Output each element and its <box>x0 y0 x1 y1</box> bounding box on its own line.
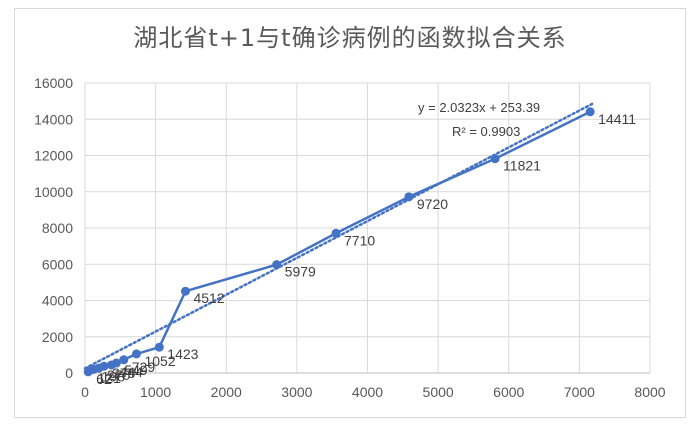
gridlines <box>85 82 651 373</box>
data-point <box>404 192 414 202</box>
data-label: 5979 <box>285 264 316 280</box>
x-tick-label: 2000 <box>211 384 242 400</box>
y-tick-label: 12000 <box>34 148 73 164</box>
data-point <box>331 228 341 238</box>
y-tick-label: 8000 <box>42 220 73 236</box>
data-label: 270 <box>107 367 131 383</box>
y-tick-label: 14000 <box>34 111 73 127</box>
data-point <box>111 358 121 368</box>
data-point <box>99 361 109 371</box>
data-label: 729 <box>132 359 156 375</box>
data-label: 4512 <box>193 290 224 306</box>
data-label: 7710 <box>344 232 375 248</box>
data-point <box>585 107 595 117</box>
x-tick-label: 5000 <box>423 384 454 400</box>
data-label: 11821 <box>503 158 541 174</box>
x-tick-label: 0 <box>81 384 89 400</box>
y-tick-label: 6000 <box>42 256 73 272</box>
data-label: 14411 <box>598 111 636 127</box>
data-point <box>180 286 190 296</box>
data-label: 1052 <box>144 353 175 369</box>
axes <box>84 83 650 374</box>
data-point <box>490 154 500 164</box>
trendline-equation: y = 2.0323x + 253.39 R² = 0.9903 <box>418 100 540 139</box>
data-point <box>272 260 282 270</box>
y-tick-label: 4000 <box>42 293 73 309</box>
x-tick-label: 6000 <box>493 384 524 400</box>
data-label: 198 <box>102 368 126 384</box>
x-tick-label: 8000 <box>634 384 665 400</box>
y-tick-label: 0 <box>65 365 73 381</box>
data-label: 9720 <box>417 196 448 212</box>
series-line <box>87 110 591 373</box>
data-label: 121 <box>97 370 121 386</box>
data-point <box>154 342 164 352</box>
y-tick-label: 10000 <box>34 184 73 200</box>
chart-frame <box>14 8 686 418</box>
series-1 <box>83 107 595 377</box>
x-tick-label: 3000 <box>281 384 312 400</box>
data-label: 444 <box>119 364 143 380</box>
chart-title: 湖北省t+1与t确诊病例的函数拟合关系 <box>133 24 567 52</box>
data-point <box>131 349 141 359</box>
x-tick-label: 1000 <box>140 384 171 400</box>
data-point <box>119 355 129 365</box>
trendline-equation-text: y = 2.0323x + 253.39 <box>418 100 540 115</box>
data-label: 549 <box>124 362 148 378</box>
data-label: 62 <box>96 371 112 387</box>
data-label: 1423 <box>167 346 198 362</box>
trendline-r-squared: R² = 0.9903 <box>452 124 520 139</box>
data-label: 375 <box>112 365 136 381</box>
x-tick-label: 7000 <box>564 384 595 400</box>
tick-labels: 0 2000 4000 6000 8000 10000 12000 14000 16000 0 10… <box>34 75 666 400</box>
y-tick-label: 2000 <box>42 329 73 345</box>
y-tick-label: 16000 <box>34 75 73 91</box>
x-tick-label: 4000 <box>352 384 383 400</box>
